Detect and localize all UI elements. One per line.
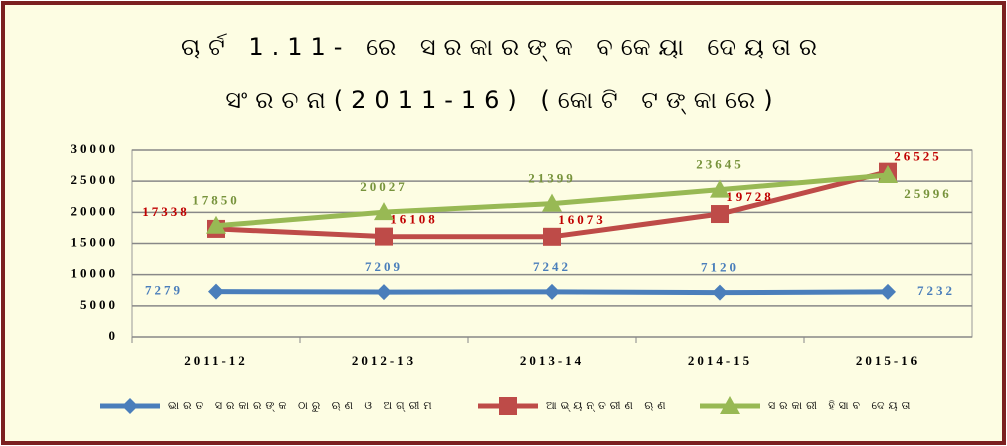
- marker: [543, 227, 561, 246]
- data-label: 19728: [726, 189, 774, 204]
- marker: [206, 215, 226, 234]
- data-label: 17850: [192, 193, 240, 208]
- x-tick-label: 2011-12: [184, 353, 248, 368]
- data-label: 21399: [528, 171, 576, 186]
- marker: [374, 202, 394, 221]
- chart-title: ଚାର୍ଟ 1.11- ରେ ସରକାରଙ୍କ ବକେୟା ଦେୟତାର: [181, 33, 825, 62]
- data-label: 7279: [145, 283, 183, 298]
- y-tick-label: 10000: [71, 266, 119, 281]
- y-tick-label: 25000: [71, 172, 119, 187]
- marker: [711, 205, 729, 224]
- x-tick-label: 2015-16: [856, 353, 920, 368]
- legend-label: ସରକାରୀ ହିସାବ ଦେୟତା: [768, 399, 914, 412]
- marker: [712, 284, 728, 301]
- x-tick-label: 2012-13: [352, 353, 416, 368]
- data-label: 7209: [365, 259, 403, 274]
- y-tick-label: 5000: [80, 297, 118, 312]
- y-tick-label: 30000: [71, 141, 119, 156]
- y-tick-label: 15000: [71, 234, 119, 249]
- data-label: 16108: [390, 212, 438, 227]
- marker: [710, 179, 730, 198]
- x-tick-label: 2014-15: [688, 353, 752, 368]
- marker: [208, 283, 224, 300]
- data-label: 25996: [904, 186, 952, 201]
- marker: [880, 283, 896, 300]
- data-label: 26525: [894, 149, 942, 164]
- marker: [122, 398, 138, 414]
- data-label: 7120: [701, 260, 739, 275]
- data-label: 16073: [558, 212, 606, 227]
- marker: [720, 396, 740, 414]
- data-label: 20027: [360, 179, 408, 194]
- legend-label: ଆଭ୍ୟନ୍ତରୀଣ ଋଣ: [546, 399, 670, 412]
- marker: [542, 193, 562, 212]
- marker: [499, 397, 517, 415]
- legend-label: ଭାରତ ସରକାରଙ୍କ ଠାରୁ ଋଣ ଓ ଅଗ୍ରୀମ: [168, 399, 436, 413]
- marker: [544, 283, 560, 300]
- data-label: 23645: [696, 157, 744, 172]
- chart-subtitle: ସଂରଚନା(2011-16) (କୋଟି ଟଙ୍କାରେ): [225, 86, 780, 115]
- x-tick-label: 2013-14: [520, 353, 584, 368]
- data-label: 7242: [533, 259, 571, 274]
- y-tick-label: 20000: [71, 203, 119, 218]
- data-label: 7232: [917, 283, 955, 298]
- data-label: 17338: [142, 204, 190, 219]
- marker: [376, 284, 392, 301]
- y-tick-label: 0: [109, 328, 119, 343]
- marker: [878, 164, 898, 183]
- marker: [375, 227, 393, 246]
